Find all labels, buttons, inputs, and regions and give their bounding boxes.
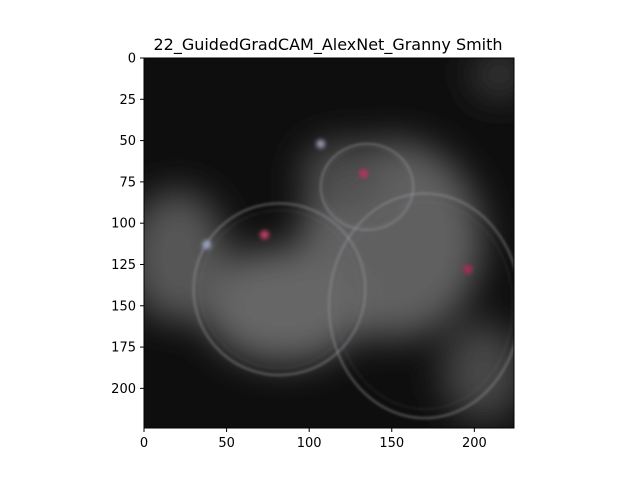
hot-spot-0 [260, 230, 270, 240]
bright-region-3 [441, 322, 514, 422]
y-tick-label: 0 [128, 52, 136, 67]
y-tick-label: 25 [119, 93, 136, 108]
hot-spot-1 [359, 169, 369, 179]
x-axis: 0 50 100 150 200 [140, 428, 487, 451]
x-tick-label: 0 [140, 436, 148, 451]
object-outline-1 [328, 192, 514, 420]
heatmap-outlines [192, 142, 514, 420]
chart-title: 22_GuidedGradCAM_AlexNet_Granny Smith [153, 35, 502, 55]
x-tick-label: 100 [297, 436, 322, 451]
heatmap-hot-spots [202, 139, 473, 274]
x-tick-label: 50 [218, 436, 235, 451]
y-tick-label: 125 [111, 258, 136, 273]
hot-spot-3 [202, 240, 212, 250]
y-tick-label: 200 [111, 382, 136, 397]
heatmap-image [144, 58, 514, 428]
object-outline-inner-0 [199, 209, 359, 369]
y-tick-label: 175 [111, 341, 136, 356]
bright-region-1 [201, 247, 367, 364]
y-axis: 0 25 50 75 100 125 150 175 200 [111, 52, 144, 397]
x-tick-label: 150 [379, 436, 404, 451]
bright-region-4 [469, 58, 514, 100]
object-outline-0 [192, 202, 367, 377]
x-tick-label: 200 [462, 436, 487, 451]
object-outline-inner-2 [323, 146, 411, 227]
hot-spot-4 [316, 139, 326, 149]
y-tick-label: 50 [119, 134, 136, 149]
y-tick-label: 100 [111, 217, 136, 232]
object-outline-inner-1 [336, 201, 514, 410]
y-tick-label: 150 [111, 299, 136, 314]
y-tick-label: 75 [119, 175, 136, 190]
bright-region-2 [144, 190, 227, 323]
axes-frame [143, 57, 515, 429]
object-outline-2 [319, 142, 415, 231]
hot-spot-2 [463, 264, 473, 274]
